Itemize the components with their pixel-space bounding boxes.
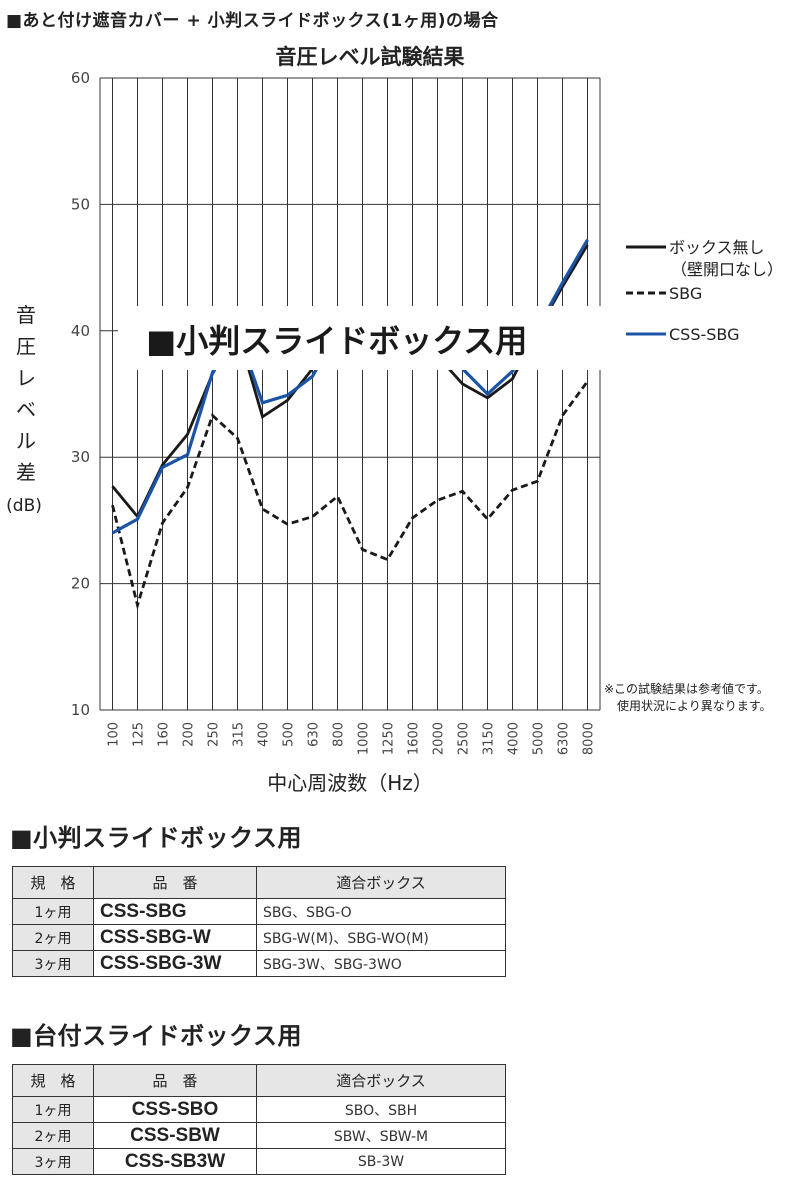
- header-size: 規 格: [12, 1064, 94, 1097]
- x-tick-label: 4000: [507, 722, 522, 755]
- cell-size: 3ヶ用: [12, 950, 94, 977]
- x-tick-label: 200: [182, 722, 197, 747]
- cell-model: CSS-SBG-3W: [93, 950, 257, 977]
- section1-title: ■小判スライドボックス用: [10, 824, 302, 852]
- cell-size: 1ヶ用: [12, 898, 94, 925]
- table-row: 3ヶ用 CSS-SB3W SB-3W: [12, 1148, 506, 1175]
- y-tick-label: 40: [71, 322, 90, 340]
- cell-boxes: SBG-3W、SBG-3WO: [256, 950, 506, 977]
- y-tick-label: 50: [71, 195, 90, 213]
- table-row: 1ヶ用 CSS-SBG SBG、SBG-O: [12, 898, 506, 925]
- cell-boxes: SBG-W(M)、SBG-WO(M): [256, 924, 506, 951]
- table-header-row: 規 格 品 番 適合ボックス: [12, 1064, 506, 1097]
- y-axis-label: レ: [16, 366, 36, 390]
- header-model: 品 番: [93, 866, 257, 899]
- x-tick-label: 800: [332, 722, 347, 747]
- section1-table: 規 格 品 番 適合ボックス 1ヶ用 CSS-SBG SBG、SBG-O 2ヶ用…: [12, 866, 506, 977]
- table-row: 3ヶ用 CSS-SBG-3W SBG-3W、SBG-3WO: [12, 950, 506, 977]
- y-axis-label: ル: [16, 429, 36, 453]
- legend-css-sbg-label: CSS-SBG: [669, 325, 740, 344]
- legend-sbg-label: SBG: [669, 284, 702, 303]
- cell-boxes: SBG、SBG-O: [256, 898, 506, 925]
- x-tick-label: 6300: [557, 722, 572, 755]
- header-boxes: 適合ボックス: [256, 866, 506, 899]
- header-model: 品 番: [93, 1064, 257, 1097]
- table-row: 1ヶ用 CSS-SBO SBO、SBH: [12, 1096, 506, 1123]
- y-axis-label: 圧: [16, 335, 36, 359]
- x-tick-label: 2000: [432, 722, 447, 755]
- y-tick-label: 10: [71, 701, 90, 719]
- cell-model: CSS-SBW: [93, 1122, 257, 1149]
- cell-model: CSS-SBG-W: [93, 924, 257, 951]
- y-tick-label: 20: [71, 575, 90, 593]
- chart-title: 音圧レベル試験結果: [276, 45, 465, 69]
- cell-size: 1ヶ用: [12, 1096, 94, 1123]
- x-tick-label: 500: [282, 722, 297, 747]
- table-row: 2ヶ用 CSS-SBG-W SBG-W(M)、SBG-WO(M): [12, 924, 506, 951]
- table-header-row: 規 格 品 番 適合ボックス: [12, 866, 506, 899]
- header-size: 規 格: [12, 866, 94, 899]
- x-tick-label: 1250: [382, 722, 397, 755]
- series-no-box-line: [111, 244, 589, 520]
- page-heading: ■あと付け遮音カバー + 小判スライドボックス(1ヶ用)の場合: [6, 11, 499, 31]
- cell-size: 3ヶ用: [12, 1148, 94, 1175]
- cell-model: CSS-SBO: [93, 1096, 257, 1123]
- y-axis-label: 差: [16, 461, 36, 485]
- x-axis-label: 中心周波数（Hz）: [267, 771, 433, 795]
- overlay-band: [118, 306, 608, 370]
- chart-note-line-2: 使用状況により異なります。: [617, 699, 772, 713]
- section2-title: ■台付スライドボックス用: [10, 1022, 302, 1050]
- x-tick-label: 315: [232, 722, 247, 747]
- x-tick-label: 160: [157, 722, 172, 747]
- overlay-label: ■小判スライドボックス用: [146, 322, 527, 360]
- x-tick-label: 400: [257, 722, 272, 747]
- chart-note-line-1: ※この試験結果は参考値です。: [604, 682, 769, 696]
- header-boxes: 適合ボックス: [256, 1064, 506, 1097]
- x-tick-label: 2500: [457, 722, 472, 755]
- y-axis-label: (dB): [6, 496, 42, 516]
- section2-table: 規 格 品 番 適合ボックス 1ヶ用 CSS-SBO SBO、SBH 2ヶ用 C…: [12, 1064, 506, 1175]
- y-axis-label: ベ: [16, 398, 36, 422]
- x-tick-label: 125: [132, 722, 147, 747]
- x-tick-label: 630: [307, 722, 322, 747]
- legend-no-box-label: ボックス無し: [669, 238, 765, 257]
- x-tick-label: 250: [207, 722, 222, 747]
- x-tick-label: 3150: [482, 722, 497, 755]
- table-row: 2ヶ用 CSS-SBW SBW、SBW-M: [12, 1122, 506, 1149]
- y-tick-label: 60: [71, 69, 90, 87]
- cell-boxes: SBO、SBH: [256, 1096, 506, 1123]
- chart-note: ※この試験結果は参考値です。 使用状況により異なります。: [604, 681, 772, 715]
- y-tick-label: 30: [71, 448, 90, 466]
- cell-model: CSS-SBG: [93, 898, 257, 925]
- series-sbg-line: [111, 380, 589, 611]
- x-tick-label: 5000: [532, 722, 547, 755]
- x-tick-label: 1600: [407, 722, 422, 755]
- cell-size: 2ヶ用: [12, 924, 94, 951]
- cell-model: CSS-SB3W: [93, 1148, 257, 1175]
- sound-pressure-chart: 音圧レベル試験結果 10 20 30 40 50 60 100 125 160 200 250 315 4…: [6, 45, 783, 795]
- y-axis-label: 音: [16, 303, 36, 327]
- x-tick-label: 100: [107, 722, 122, 747]
- cell-boxes: SBW、SBW-M: [256, 1122, 506, 1149]
- x-tick-label: 8000: [582, 722, 597, 755]
- legend-no-box-label: （壁開口なし）: [671, 260, 783, 279]
- x-tick-label: 1000: [357, 722, 372, 755]
- cell-size: 2ヶ用: [12, 1122, 94, 1149]
- cell-boxes: SB-3W: [256, 1148, 506, 1175]
